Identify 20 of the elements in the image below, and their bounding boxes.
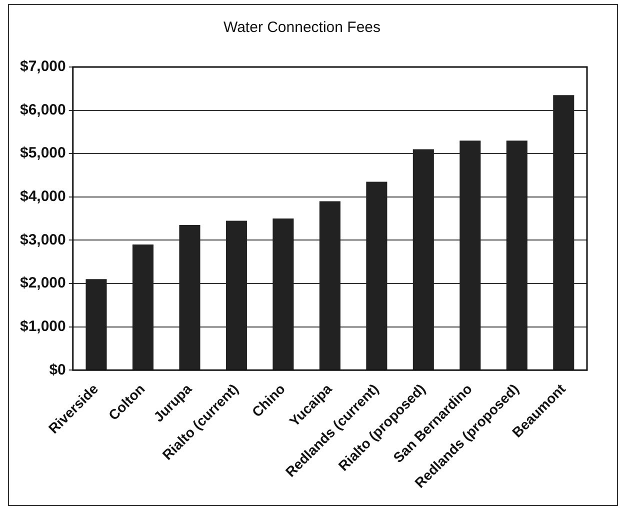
bar <box>86 279 107 370</box>
y-tick-label: $0 <box>49 361 66 378</box>
bar <box>272 218 294 370</box>
bar <box>366 182 388 370</box>
y-tick-label: $5,000 <box>20 144 66 162</box>
y-tick-label: $2,000 <box>20 274 66 292</box>
bar <box>506 140 528 370</box>
chart-title: Water Connection Fees <box>223 19 381 36</box>
y-tick-label: $7,000 <box>20 58 66 76</box>
bar <box>412 149 434 370</box>
bar <box>179 225 200 370</box>
y-tick-label: $3,000 <box>20 231 66 248</box>
y-tick-label: $6,000 <box>20 101 66 118</box>
bar <box>132 244 154 370</box>
bar <box>553 95 574 370</box>
bar <box>319 201 340 370</box>
bar <box>226 220 247 370</box>
bar <box>460 140 481 370</box>
y-tick-label: $1,000 <box>20 318 66 335</box>
y-tick-label: $4,000 <box>20 188 66 206</box>
